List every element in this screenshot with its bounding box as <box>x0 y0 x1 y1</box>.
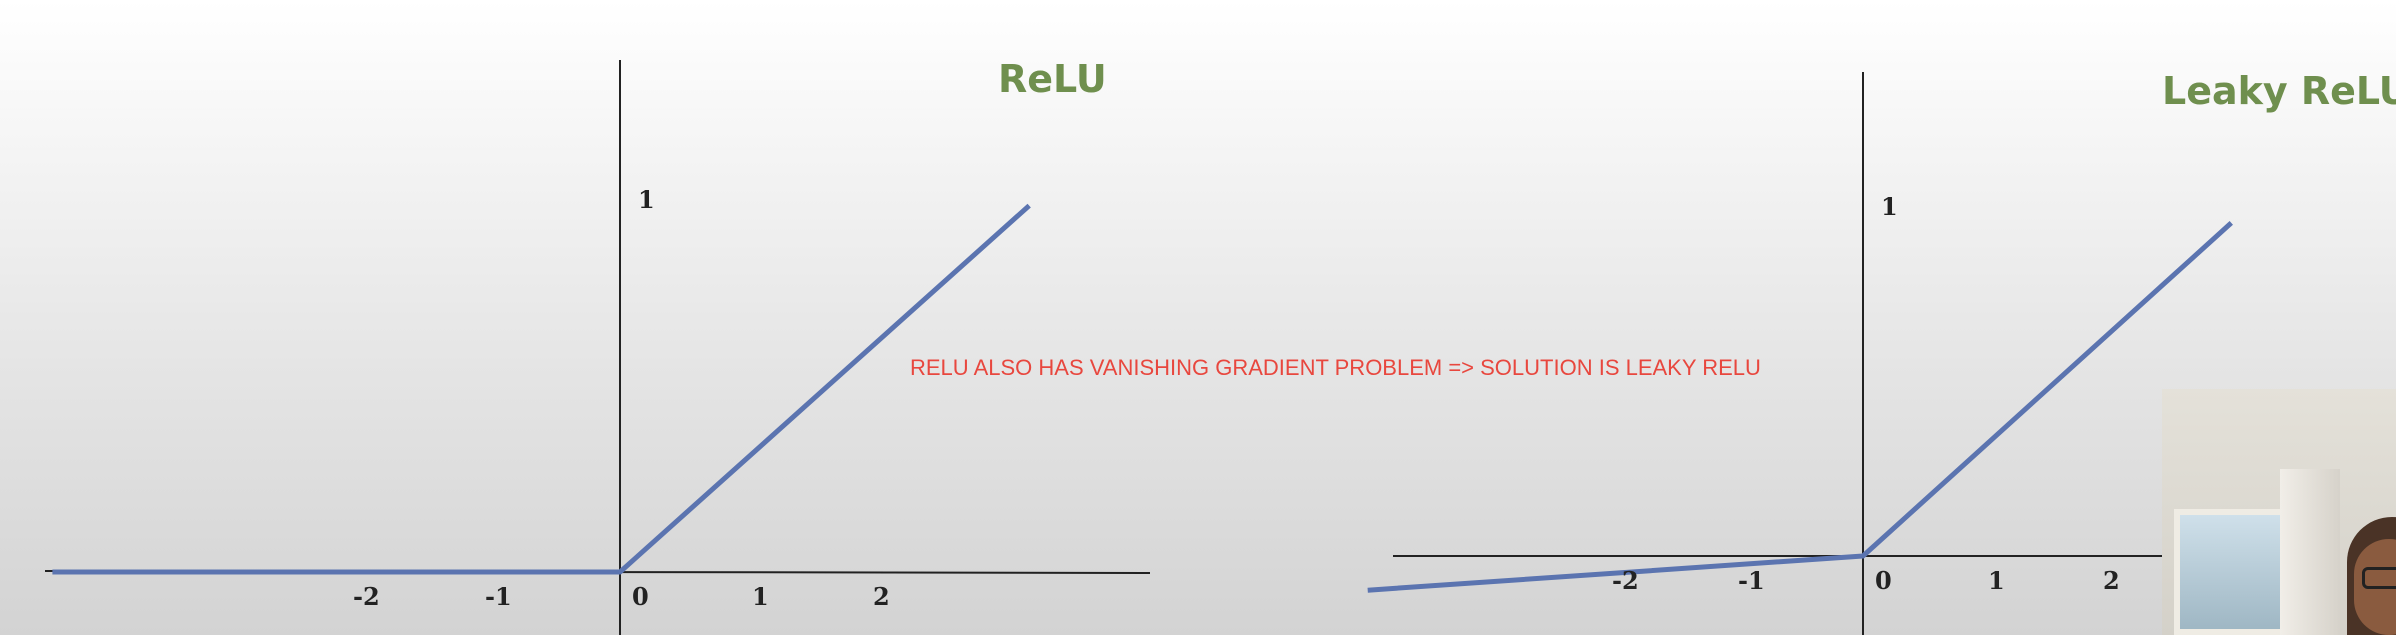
leaky-x-tick-neg2: -2 <box>1612 566 1639 595</box>
relu-x-tick-neg2: -2 <box>353 582 380 611</box>
leaky-x-tick-neg1: -1 <box>1738 566 1765 595</box>
leaky-x-tick-0: 0 <box>1875 566 1892 595</box>
webcam-curtain <box>2280 469 2340 635</box>
leaky-y-tick-1: 1 <box>1881 192 1898 221</box>
webcam-glasses <box>2362 567 2396 589</box>
relu-x-tick-1: 1 <box>752 582 769 611</box>
relu-x-tick-2: 2 <box>873 582 890 611</box>
leaky-x-tick-2: 2 <box>2103 566 2120 595</box>
relu-x-tick-neg1: -1 <box>485 582 512 611</box>
leaky-x-tick-1: 1 <box>1988 566 2005 595</box>
leaky-relu-chart: Leaky ReLU 1 -2 -1 0 1 2 <box>1367 69 2396 635</box>
relu-title: ReLU <box>998 57 1107 101</box>
webcam-overlay <box>2162 389 2396 635</box>
relu-y-tick-1: 1 <box>638 185 655 214</box>
relu-curve <box>52 203 1031 575</box>
relu-x-tick-0: 0 <box>632 582 649 611</box>
leaky-relu-title: Leaky ReLU <box>2162 69 2396 113</box>
webcam-window <box>2174 509 2289 635</box>
annotation-text: RELU ALSO HAS VANISHING GRADIENT PROBLEM… <box>910 355 1761 380</box>
relu-chart: ReLU 1 -2 -1 0 1 2 <box>44 57 1151 635</box>
leaky-relu-curve <box>1367 221 2233 593</box>
